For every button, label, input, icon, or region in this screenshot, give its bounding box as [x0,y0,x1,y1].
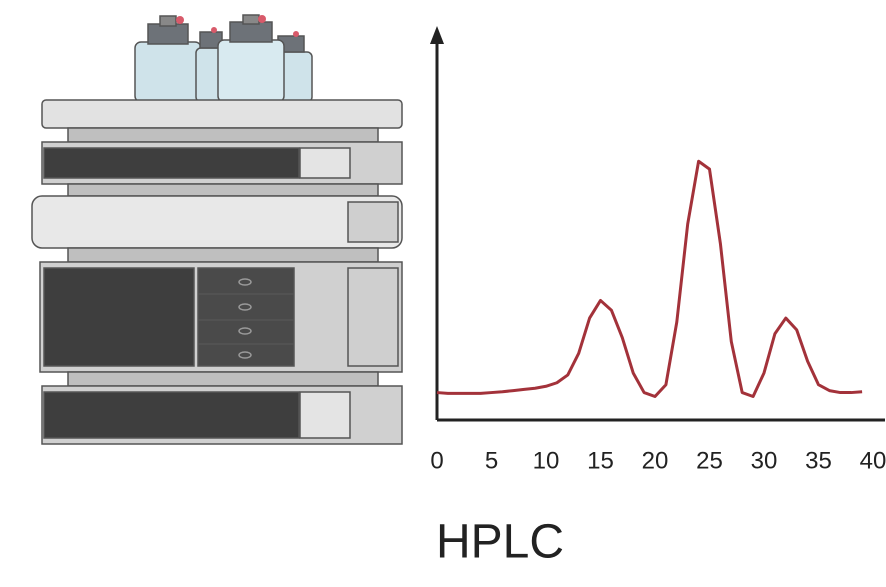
x-tick-label: 5 [485,447,498,474]
chart-title: HPLC [436,516,564,569]
data-line [436,159,863,398]
plot-axes [430,26,885,422]
x-tick-label: 10 [533,447,560,474]
x-tick-label: 25 [696,447,723,474]
x-tick-label: 15 [587,447,614,474]
x-tick-label: 40 [860,447,886,474]
hplc-instrument [31,14,403,445]
x-tick-label: 20 [642,447,669,474]
x-tick-label: 35 [805,447,832,474]
x-tick-label: 30 [751,447,778,474]
x-tick-label: 0 [430,447,443,474]
